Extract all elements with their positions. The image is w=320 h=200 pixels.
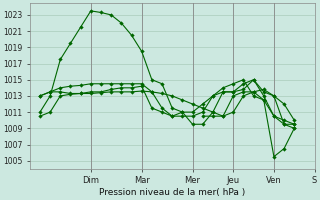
X-axis label: Pression niveau de la mer( hPa ): Pression niveau de la mer( hPa ) bbox=[99, 188, 245, 197]
